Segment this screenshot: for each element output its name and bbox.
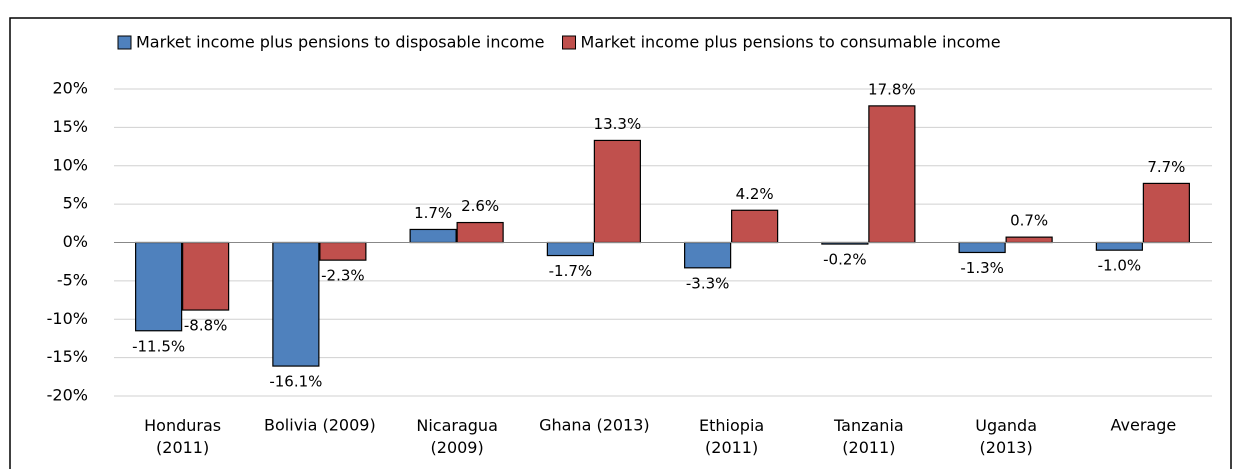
data-label: 7.7% xyxy=(1147,158,1185,176)
y-tick-label: -5% xyxy=(57,270,88,289)
x-tick-label: Uganda (2013) xyxy=(975,416,1037,457)
bar xyxy=(319,241,367,261)
legend-swatch xyxy=(117,35,132,50)
y-tick-label: 15% xyxy=(52,117,88,136)
y-tick-label: 0% xyxy=(63,232,88,251)
data-label: -8.8% xyxy=(184,317,228,335)
data-label: -3.3% xyxy=(686,274,730,292)
data-label: -1.3% xyxy=(960,259,1004,277)
bar xyxy=(135,241,183,332)
data-label: -16.1% xyxy=(269,373,322,391)
bar xyxy=(456,221,504,244)
y-tick-label: -10% xyxy=(47,309,88,328)
y-tick-label: -15% xyxy=(47,347,88,366)
bar xyxy=(272,241,320,367)
data-label: 17.8% xyxy=(868,80,916,98)
x-tick-label: Average xyxy=(1111,416,1177,435)
bar xyxy=(593,139,641,244)
x-tick-label: Tanzania (2011) xyxy=(833,416,904,457)
chart-border xyxy=(9,17,1232,469)
data-label: -0.2% xyxy=(823,251,867,269)
legend-label: Market income plus pensions to consumabl… xyxy=(581,33,1001,52)
data-label: -1.0% xyxy=(1098,257,1142,275)
bar xyxy=(1005,236,1053,244)
x-tick-label: Ethiopia (2011) xyxy=(699,416,764,457)
bar xyxy=(546,241,594,257)
bar xyxy=(958,241,1006,254)
data-label: 4.2% xyxy=(736,185,774,203)
x-tick-label: Nicaragua (2009) xyxy=(416,416,498,457)
x-tick-label: Bolivia (2009) xyxy=(264,416,376,435)
y-tick-label: -20% xyxy=(47,386,88,405)
data-label: 13.3% xyxy=(594,115,642,133)
data-label: -2.3% xyxy=(321,267,365,285)
y-tick-label: 20% xyxy=(52,79,88,98)
bar xyxy=(409,228,457,244)
bar xyxy=(1095,241,1143,251)
bar xyxy=(182,241,230,311)
bar xyxy=(731,209,779,244)
bar xyxy=(684,241,732,269)
y-tick-label: 10% xyxy=(52,155,88,174)
x-tick-label: Honduras (2011) xyxy=(144,416,221,457)
data-label: 0.7% xyxy=(1010,212,1048,230)
y-tick-label: 5% xyxy=(63,194,88,213)
bar xyxy=(1142,182,1190,244)
bar xyxy=(868,105,916,244)
data-label: 2.6% xyxy=(461,197,499,215)
data-label: 1.7% xyxy=(414,204,452,222)
legend-swatch xyxy=(562,35,577,50)
legend-label: Market income plus pensions to disposabl… xyxy=(136,33,545,52)
data-label: -1.7% xyxy=(549,262,593,280)
data-label: -11.5% xyxy=(132,337,185,355)
x-tick-label: Ghana (2013) xyxy=(539,416,650,435)
